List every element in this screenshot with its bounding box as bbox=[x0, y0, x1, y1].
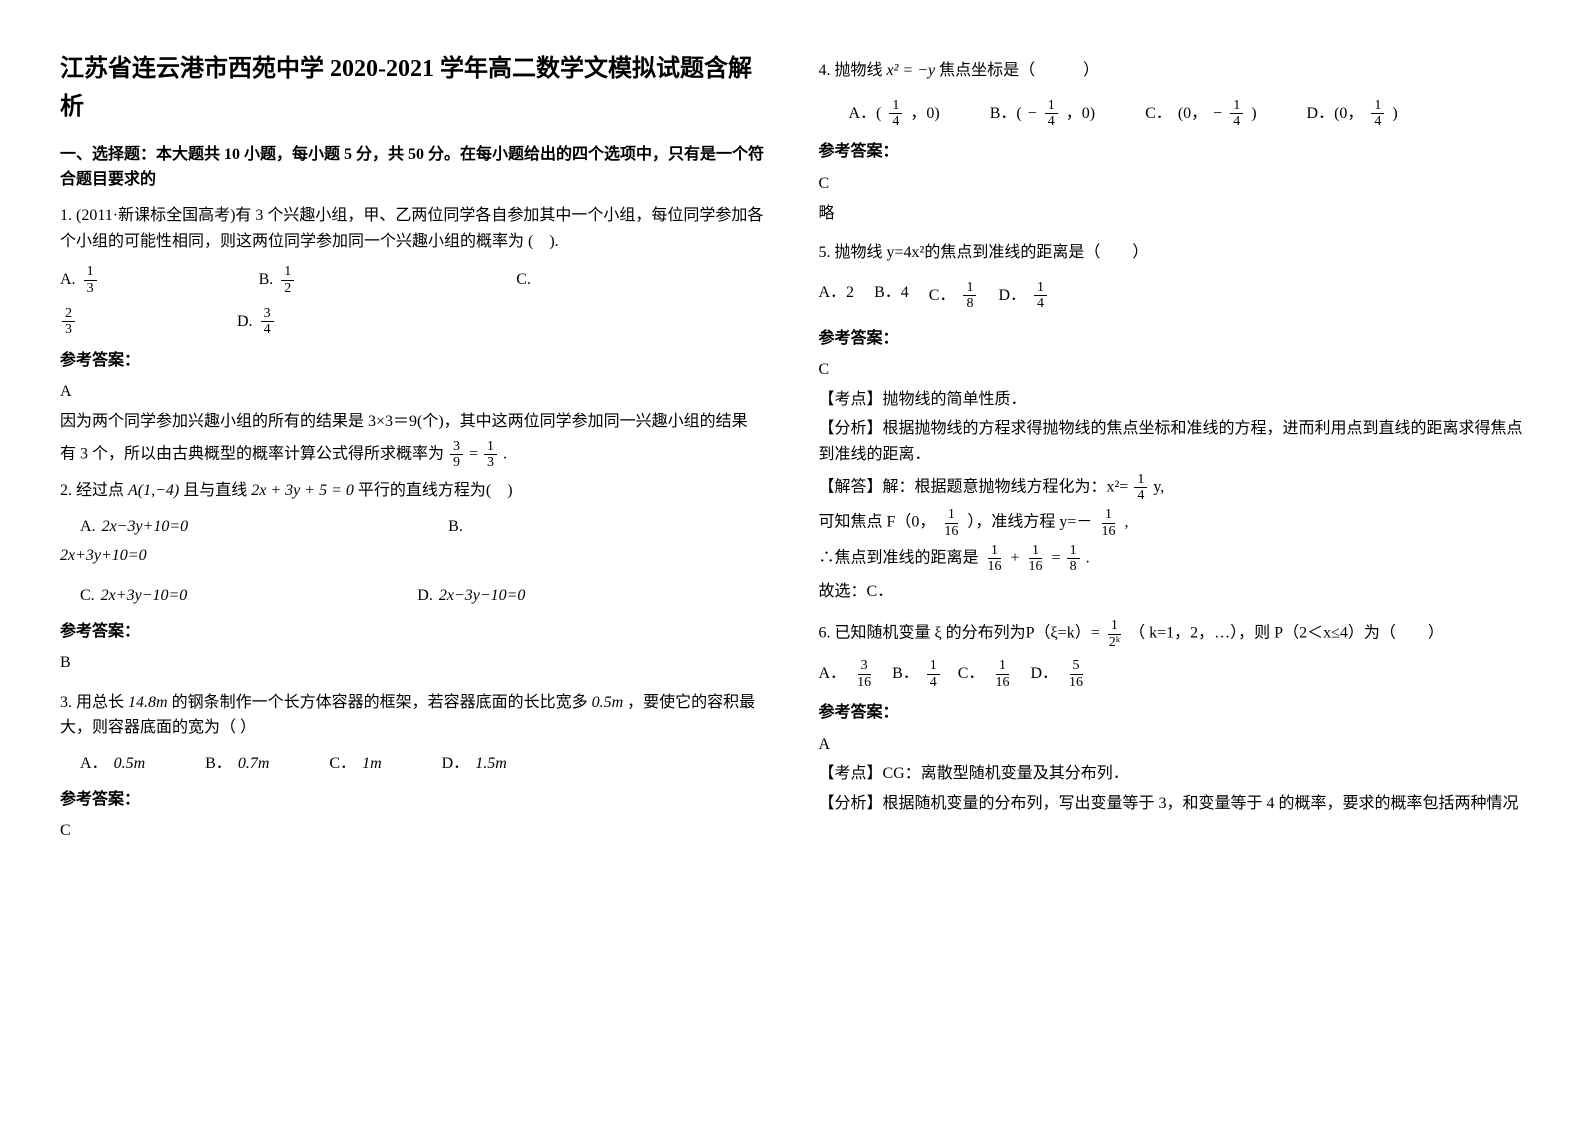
q1-option-a: A. 13 bbox=[60, 264, 99, 296]
math-expr: x² = −y bbox=[887, 62, 936, 79]
q5-fenxi: 【分析】根据抛物线的方程求得抛物线的焦点坐标和准线的方程，进而利用点到直线的距离… bbox=[819, 416, 1528, 467]
q5-conclusion: 故选：C． bbox=[819, 579, 1528, 605]
page-container: 江苏省连云港市西苑中学 2020-2021 学年高二数学文模拟试题含解析 一、选… bbox=[60, 50, 1527, 848]
q1-answer: A bbox=[60, 379, 769, 405]
q5-kaodian: 【考点】抛物线的简单性质． bbox=[819, 387, 1528, 413]
q1-optB-label: B. bbox=[259, 267, 274, 293]
frac-icon: 14 bbox=[1045, 98, 1058, 130]
q1-options-row2: 23 D. 34 bbox=[60, 306, 769, 338]
frac-icon: 116 bbox=[992, 658, 1012, 690]
q1-option-c-label: C. bbox=[516, 264, 531, 296]
q5-line2: 可知焦点 F（0， 116 ），准线方程 y=－ 116 , bbox=[819, 507, 1528, 539]
left-column: 江苏省连云港市西苑中学 2020-2021 学年高二数学文模拟试题含解析 一、选… bbox=[60, 50, 769, 848]
q5-option-c: C． 18 bbox=[929, 280, 979, 312]
q1-optD-label: D. bbox=[237, 309, 253, 335]
q1-text: 1. (2011·新课标全国高考)有 3 个兴趣小组，甲、乙两位同学各自参加其中… bbox=[60, 203, 769, 254]
q1-answer-label: 参考答案： bbox=[60, 348, 769, 374]
frac-icon: 18 bbox=[963, 280, 976, 312]
q6-option-d: D． 516 bbox=[1030, 658, 1088, 690]
q3-option-a: A．0.5m bbox=[80, 751, 145, 777]
q2-option-d: D. 2x−3y−10=0 bbox=[417, 583, 525, 609]
q6-option-a: A． 316 bbox=[819, 658, 877, 690]
q1-option-d: D. 34 bbox=[237, 306, 276, 338]
q6-fenxi: 【分析】根据随机变量的分布列，写出变量等于 3，和变量等于 4 的概率，要求的概… bbox=[819, 791, 1528, 817]
frac-icon: 316 bbox=[854, 658, 874, 690]
q2-options-row1: A. 2x−3y+10=0 B. bbox=[80, 514, 769, 540]
math-expr: A(1,−4) bbox=[128, 482, 179, 499]
q5-options: A．2 B．4 C． 18 D． 14 bbox=[819, 280, 1528, 312]
q1-explanation1: 因为两个同学参加兴趣小组的所有的结果是 3×3＝9(个)，其中这两位同学参加同一… bbox=[60, 409, 769, 435]
frac-icon: 13 bbox=[484, 439, 497, 471]
frac-icon: 12 bbox=[281, 264, 294, 296]
q5-answer-label: 参考答案： bbox=[819, 326, 1528, 352]
q5-option-d: D． 14 bbox=[998, 280, 1049, 312]
frac-icon: 14 bbox=[1371, 98, 1384, 130]
q2-option-b-eq: 2x+3y+10=0 bbox=[60, 543, 769, 569]
frac-icon: 14 bbox=[1230, 98, 1243, 130]
q6-answer: A bbox=[819, 732, 1528, 758]
q2-option-a: A. 2x−3y+10=0 bbox=[80, 514, 188, 540]
q3-options: A．0.5m B．0.7m C．1m D．1.5m bbox=[80, 751, 769, 777]
q2-option-b-label: B. bbox=[448, 514, 463, 540]
frac-icon: 116 bbox=[1026, 543, 1046, 575]
q4-option-b: B．( − 14 ，0) bbox=[990, 98, 1095, 130]
frac-icon: 12ᵏ bbox=[1106, 618, 1123, 650]
frac-icon: 116 bbox=[1098, 507, 1118, 539]
q5-text: 5. 抛物线 y=4x²的焦点到准线的距离是（ ） bbox=[819, 240, 1528, 266]
frac-icon: 18 bbox=[1067, 543, 1080, 575]
q4-option-d: D．(0， 14 ) bbox=[1307, 98, 1398, 130]
q6-options: A． 316 B． 14 C． 116 D． 516 bbox=[819, 658, 1528, 690]
q3-option-d: D．1.5m bbox=[442, 751, 507, 777]
q1-optA-label: A. bbox=[60, 267, 76, 293]
q3-answer-label: 参考答案： bbox=[60, 787, 769, 813]
frac-icon: 23 bbox=[62, 306, 75, 338]
math-expr: 2x + 3y + 5 = 0 bbox=[251, 482, 354, 499]
q4-option-a: A．( 14 ，0) bbox=[849, 98, 940, 130]
q4-option-c: C． (0， − 14 ) bbox=[1145, 98, 1256, 130]
q6-kaodian: 【考点】CG：离散型随机变量及其分布列． bbox=[819, 761, 1528, 787]
document-title: 江苏省连云港市西苑中学 2020-2021 学年高二数学文模拟试题含解析 bbox=[60, 50, 769, 127]
q6-option-c: C． 116 bbox=[958, 658, 1015, 690]
q6-option-b: B． 14 bbox=[892, 658, 942, 690]
frac-icon: 34 bbox=[261, 306, 274, 338]
q3-option-c: C．1m bbox=[329, 751, 381, 777]
q2-answer: B bbox=[60, 650, 769, 676]
q1-options-row1: A. 13 B. 12 C. bbox=[60, 264, 769, 296]
q1-option-b: B. 12 bbox=[259, 264, 297, 296]
q2-option-c: C. 2x+3y−10=0 bbox=[80, 583, 187, 609]
q2-options-row2: C. 2x+3y−10=0 D. 2x−3y−10=0 bbox=[80, 583, 769, 609]
q4-answer: C bbox=[819, 171, 1528, 197]
q3-option-b: B．0.7m bbox=[205, 751, 269, 777]
q3-answer: C bbox=[60, 818, 769, 844]
q6-text: 6. 已知随机变量 ξ 的分布列为P（ξ=k）= 12ᵏ （ k=1，2，…），… bbox=[819, 618, 1528, 650]
q4-explanation: 略 bbox=[819, 201, 1528, 227]
frac-icon: 14 bbox=[889, 98, 902, 130]
frac-icon: 116 bbox=[985, 543, 1005, 575]
frac-icon: 14 bbox=[1134, 472, 1147, 504]
q1-option-c: 23 bbox=[60, 306, 77, 338]
q4-options: A．( 14 ，0) B．( − 14 ，0) C． (0， − 14 ) D．… bbox=[849, 98, 1528, 130]
q5-jieda: 【解答】解：根据题意抛物线方程化为：x²= 14 y, bbox=[819, 472, 1528, 504]
q5-answer: C bbox=[819, 357, 1528, 383]
frac-icon: 516 bbox=[1066, 658, 1086, 690]
frac-icon: 14 bbox=[1034, 280, 1047, 312]
frac-icon: 13 bbox=[84, 264, 97, 296]
frac-icon: 14 bbox=[927, 658, 940, 690]
q5-option-b: B．4 bbox=[874, 280, 909, 312]
frac-icon: 116 bbox=[941, 507, 961, 539]
q2-answer-label: 参考答案： bbox=[60, 619, 769, 645]
q2-text: 2. 经过点 A(1,−4) 且与直线 2x + 3y + 5 = 0 平行的直… bbox=[60, 478, 769, 504]
q5-option-a: A．2 bbox=[819, 280, 855, 312]
q4-answer-label: 参考答案： bbox=[819, 139, 1528, 165]
q5-line3: ∴焦点到准线的距离是 116 + 116 = 18 . bbox=[819, 543, 1528, 575]
right-column: 4. 抛物线 x² = −y 焦点坐标是（ ） A．( 14 ，0) B．( −… bbox=[819, 50, 1528, 848]
section-heading: 一、选择题：本大题共 10 小题，每小题 5 分，共 50 分。在每小题给出的四… bbox=[60, 142, 769, 193]
q6-answer-label: 参考答案： bbox=[819, 700, 1528, 726]
q1-explanation2: 有 3 个，所以由古典概型的概率计算公式得所求概率为 39 = 13 . bbox=[60, 439, 769, 471]
frac-icon: 39 bbox=[450, 439, 463, 471]
q4-text: 4. 抛物线 x² = −y 焦点坐标是（ ） bbox=[819, 58, 1528, 84]
q3-text: 3. 用总长 14.8m 的钢条制作一个长方体容器的框架，若容器底面的长比宽多 … bbox=[60, 690, 769, 741]
